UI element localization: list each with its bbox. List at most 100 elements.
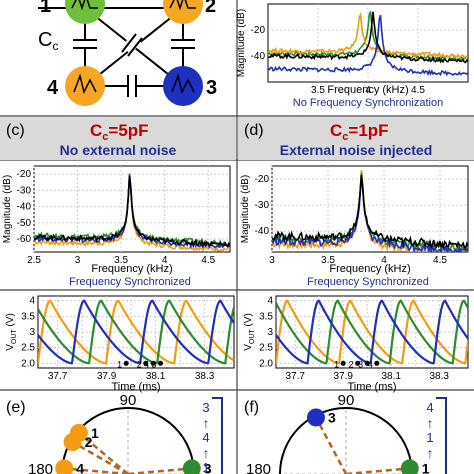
voltage-series-line: [38, 299, 234, 365]
sequence-label: 1: [202, 460, 209, 474]
oscillator-node-2: [163, 0, 203, 24]
x-tick-label: 3.5: [114, 255, 128, 266]
polar-f-angle-90: 90: [338, 392, 355, 409]
x-tick-label: 4: [365, 85, 371, 96]
event-marker-label: 3: [151, 359, 156, 369]
phase-vector: [78, 431, 129, 474]
panel-tag-c: (c): [6, 122, 25, 139]
x-tick-label: 37.9: [97, 371, 117, 382]
sequence-arrow: ↑: [203, 415, 210, 431]
sequence-label: 4: [202, 430, 209, 445]
phase-point-label: 3: [328, 409, 336, 425]
oscillator-node-3: [163, 66, 203, 106]
polar-e-angle-180: 180: [28, 461, 53, 474]
node-label-4: 4: [47, 77, 59, 99]
x-tick-label: 37.7: [285, 371, 305, 382]
x-tick-label: 4: [381, 255, 387, 266]
y-tick-label: -60: [17, 234, 32, 245]
y-tick-label: -40: [251, 51, 266, 62]
x-tick-label: 4.5: [433, 255, 447, 266]
spectrum-series-line: [268, 14, 468, 77]
phase-vector: [314, 416, 348, 474]
y-tick-label: 3: [29, 327, 35, 338]
event-marker-label: 3: [358, 359, 363, 369]
event-marker-label: 4: [144, 359, 149, 369]
spectrum-series-line: [34, 176, 230, 248]
event-marker-label: 2: [137, 359, 142, 369]
event-marker-dot: [340, 360, 346, 366]
header-bg-d: [238, 117, 474, 160]
header-bg-c: [0, 117, 236, 160]
y-tick-label: -30: [255, 200, 270, 211]
node-label-1: 1: [40, 0, 51, 17]
spectrum-series-line: [272, 175, 468, 251]
x-tick-label: 38.1: [381, 371, 401, 382]
sequence-label: 3: [202, 400, 209, 415]
capacitor-symbol-right: [171, 39, 195, 49]
spectrum-chart-d: 3 3.5 4 4.5 -20 -30 -40 Frequency (kHz) Magnitud…: [240, 165, 469, 288]
phase-point: [55, 459, 74, 474]
x-axis-label: Frequency (kHz): [329, 263, 410, 275]
phase-point-label: 4: [76, 460, 84, 474]
event-marker-label: 1: [117, 359, 122, 369]
panel-d-subtitle: External noise injected: [280, 142, 433, 158]
sequence-label: 1: [426, 430, 433, 445]
y-tick-label: 4: [267, 296, 273, 307]
polar-f-angle-180: 180: [246, 461, 271, 474]
waveform-glyph-2: [169, 0, 196, 11]
phase-point: [306, 408, 325, 427]
y-tick-label: -20: [255, 174, 270, 185]
y-tick-label: 3: [267, 327, 273, 338]
y-tick-label: -40: [255, 226, 270, 237]
x-tick-label: 38.1: [146, 371, 166, 382]
y-axis-label: Magnitude (dB): [240, 175, 251, 243]
voltage-series-line: [276, 299, 468, 365]
y-tick-label: 2.0: [259, 358, 273, 369]
event-marker-dot: [374, 360, 380, 366]
voltage-trace-chart-f: 37.7 37.9 38.1 38.3 4 3.5 3 2.5 2.0 Time (ms) VOUT…: [243, 295, 469, 393]
y-tick-label: 4: [29, 296, 35, 307]
sequence-bracket: [436, 397, 447, 474]
y-axis-label: Magnitude (dB): [2, 175, 13, 243]
x-axis-label: Time (ms): [111, 381, 160, 393]
phase-point: [182, 459, 201, 474]
panel-tag-d: (d): [244, 122, 264, 139]
header-d: (d) Cc=1pF External noise injected: [244, 121, 432, 158]
phase-vector: [345, 467, 410, 474]
spectrum-chart-b: 3.5 4 4.5 -20 -40 Frequency (kHz) Magnitude (d…: [236, 3, 469, 109]
event-marker-dot: [364, 360, 370, 366]
node-label-2: 2: [205, 0, 216, 17]
waveform-glyph-4: [73, 73, 97, 95]
spectrum-series-line: [268, 11, 468, 64]
phase-point-label: 1: [422, 460, 430, 474]
y-tick-label: -40: [17, 202, 32, 213]
y-tick-label: -30: [17, 185, 32, 196]
panel-d-capacitance: Cc=1pF: [330, 121, 389, 143]
sequence-arrow: ↑: [203, 445, 210, 461]
x-axis-label: Frequency (kHz): [91, 263, 172, 275]
spectrum-series-line: [272, 175, 468, 252]
phase-vector: [127, 467, 192, 474]
event-marker-dot: [355, 360, 361, 366]
y-tick-label: -20: [17, 169, 32, 180]
phase-point: [63, 433, 82, 451]
x-tick-label: 2.5: [27, 255, 41, 266]
y-tick-label: 3.5: [259, 311, 273, 322]
sequence-arrow: ↑: [427, 445, 434, 461]
x-tick-label: 3: [75, 255, 81, 266]
sequence-bracket: [212, 397, 223, 474]
event-marker-dot: [143, 360, 149, 366]
capacitor-symbol-bottom: [127, 75, 137, 97]
waveform-glyph-3: [171, 73, 195, 95]
spectrum-chart-c: 2.5 3 3.5 4 4.5 -20 -30 -40 -50 -60 Frequency (kHz…: [2, 165, 231, 288]
phase-point-label: 2: [85, 434, 93, 450]
y-tick-label: -20: [251, 25, 266, 36]
coupling-cap-label: Cc: [38, 29, 58, 53]
voltage-series-line: [38, 299, 234, 365]
panel-c-subtitle: No external noise: [60, 142, 177, 158]
x-tick-label: 4: [162, 255, 168, 266]
y-tick-label: 3.5: [21, 311, 35, 322]
plot-frame: [267, 3, 469, 83]
